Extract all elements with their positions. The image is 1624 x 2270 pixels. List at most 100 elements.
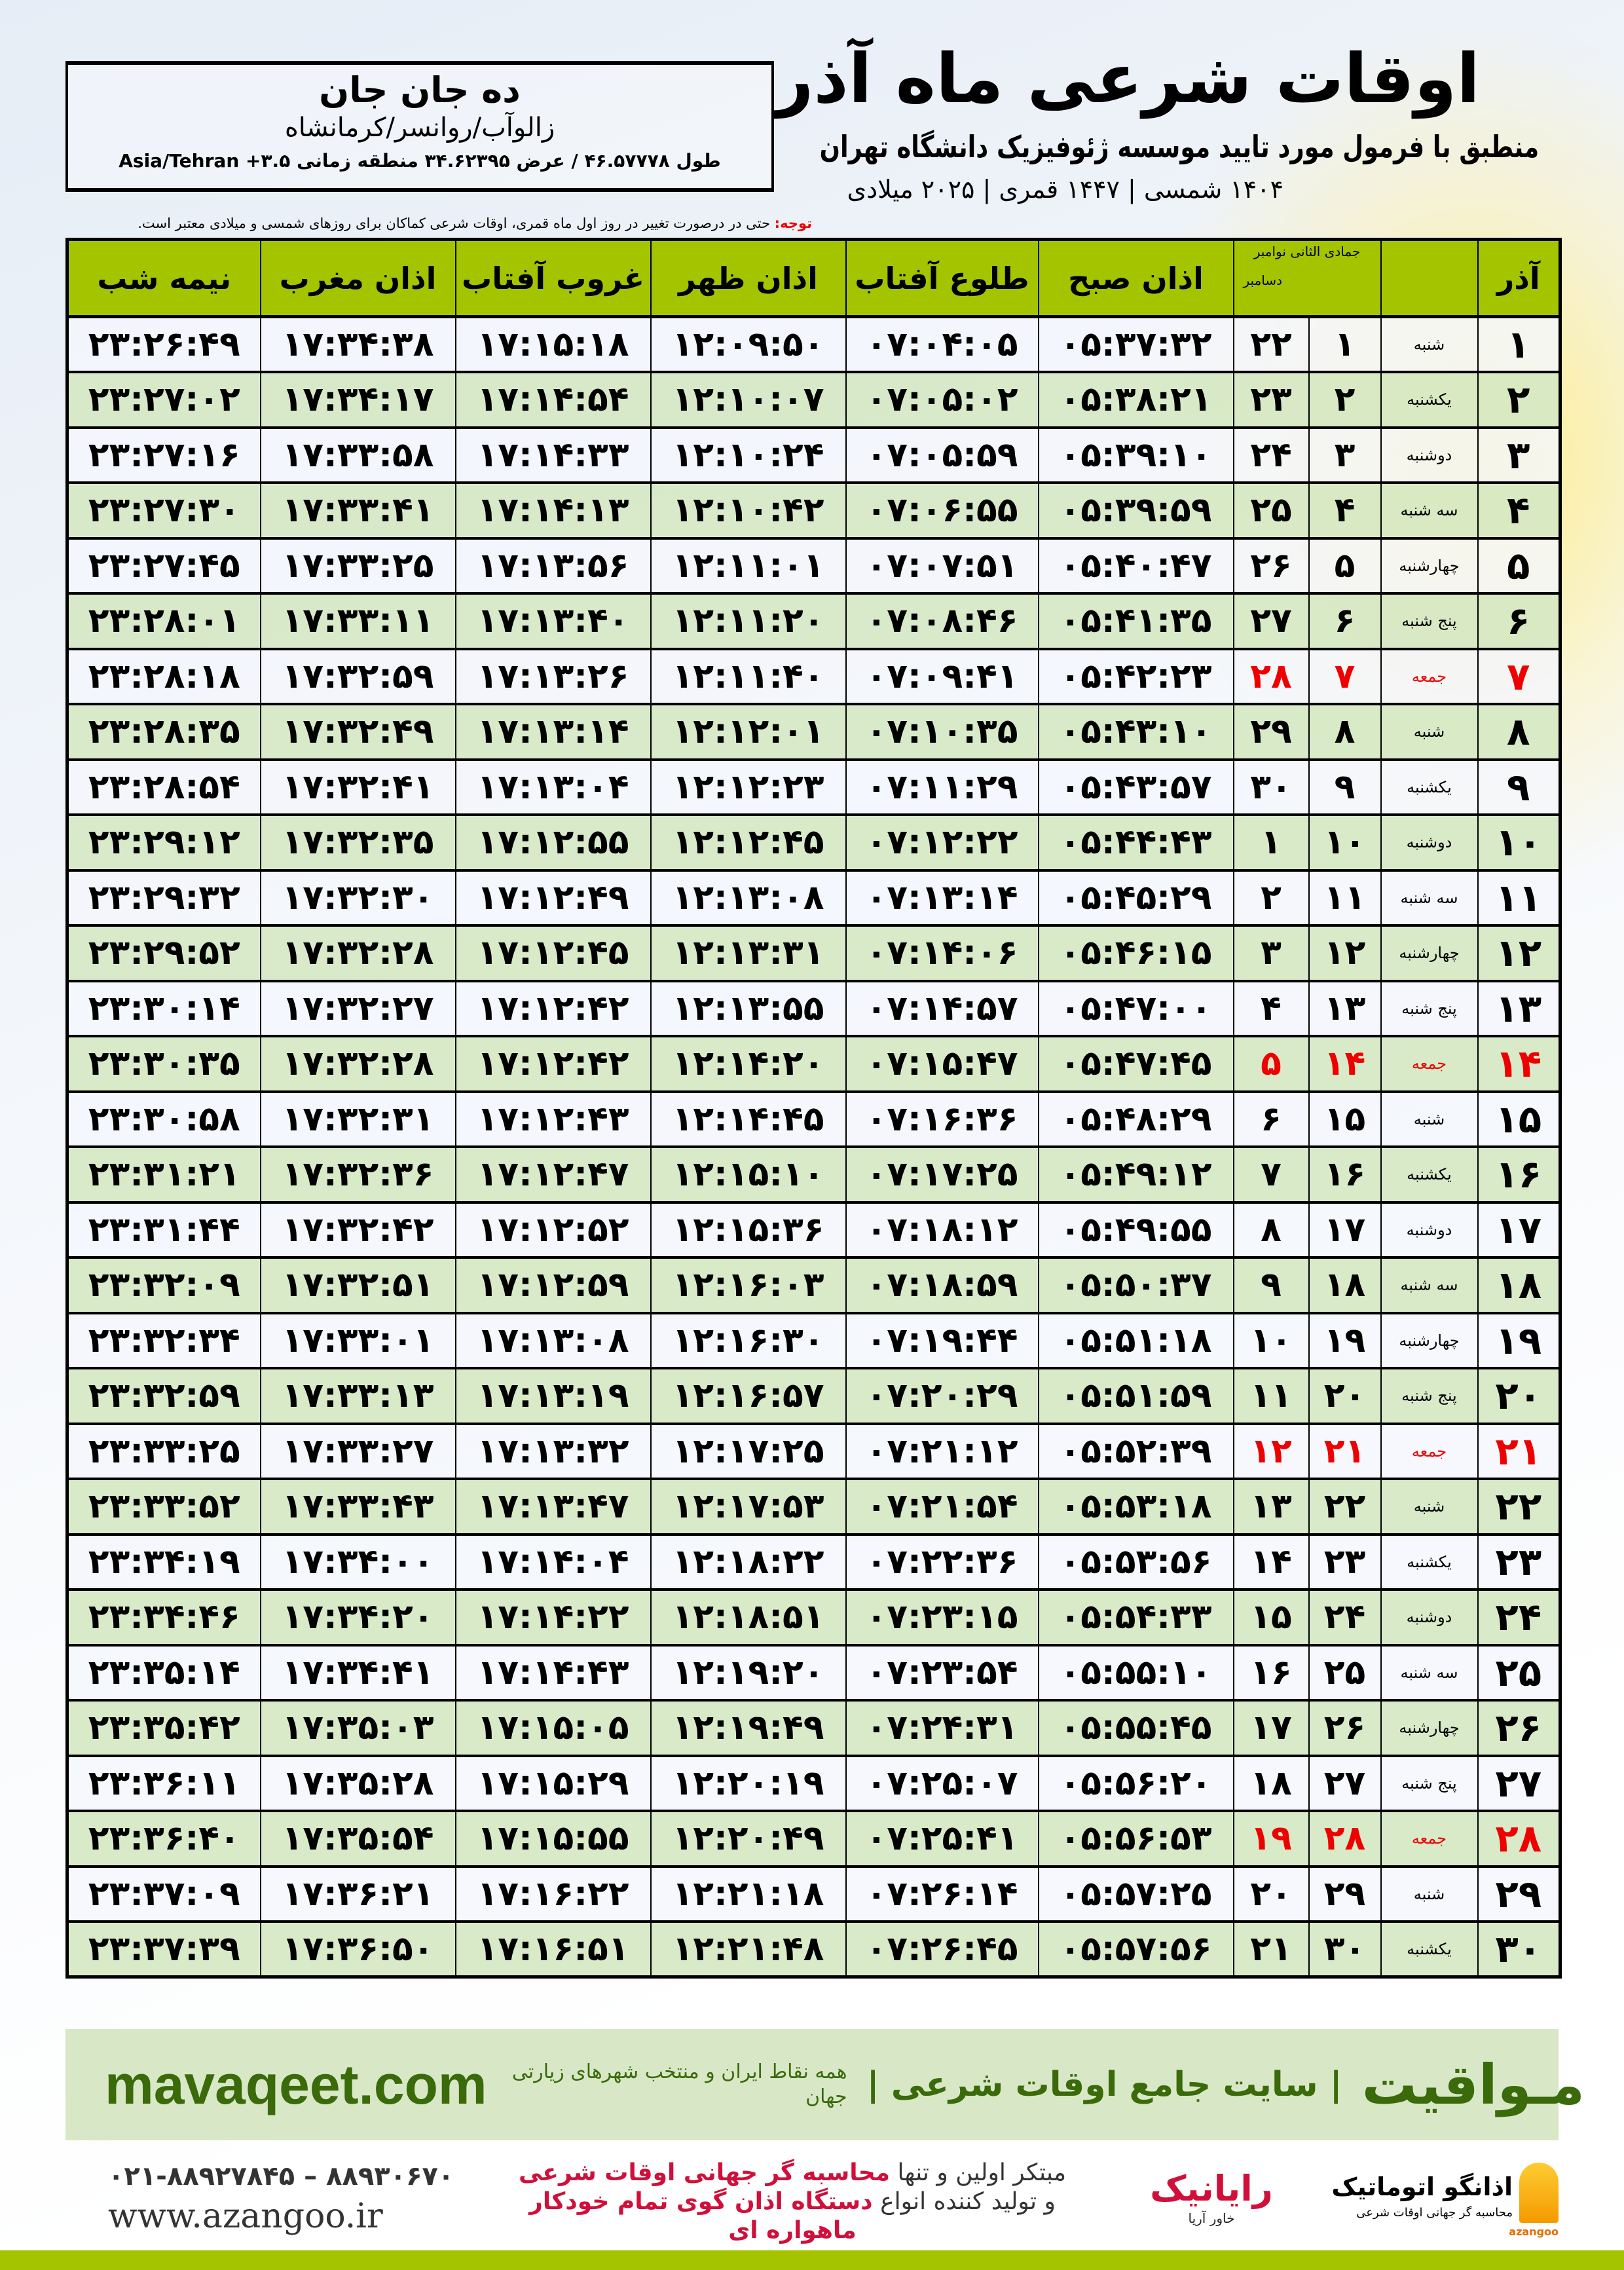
table-row: ۱۸ سه شنبه ۱۸ ۹ ۰۵:۵۰:۳۷ ۰۷:۱۸:۵۹ ۱۲:۱۶:۰۳ ۱۷:۱…: [66, 1257, 1561, 1314]
azar-day: ۲۲: [1477, 1478, 1561, 1536]
azar-day: ۲۰: [1477, 1368, 1561, 1425]
weekday: سه شنبه: [1380, 1257, 1479, 1314]
promo-line1-highlight: محاسبه گر جهانی اوقات شرعی: [518, 2159, 891, 2186]
table-row: ۷ جمعه ۷ ۲۸ ۰۵:۴۲:۲۳ ۰۷:۰۹:۴۱ ۱۲:۱۱:۴۰ ۱۷:۱۳:۲۶…: [66, 648, 1561, 705]
table-row: ۲ یکشنبه ۲ ۲۳ ۰۵:۳۸:۲۱ ۰۷:۰۵:۰۲ ۱۲:۱۰:۰۷ ۱۷:۱۴:…: [66, 371, 1561, 429]
maghreb-time: ۱۷:۳۴:۴۱: [259, 1644, 456, 1702]
tolu-time: ۰۷:۱۲:۲۲: [845, 814, 1039, 872]
sobh-time: ۰۵:۳۹:۵۹: [1037, 482, 1234, 540]
ghorub-time: ۱۷:۱۲:۴۵: [454, 925, 652, 982]
rayanik-logo: رایانیک خاور آریا: [1107, 2168, 1316, 2227]
zohr-time: ۱۲:۱۲:۴۵: [650, 814, 847, 872]
tolu-time: ۰۷:۲۵:۴۱: [845, 1810, 1039, 1868]
azar-day: ۲۷: [1477, 1755, 1561, 1812]
tolu-time: ۰۷:۲۶:۴۵: [845, 1921, 1039, 1979]
nimeshab-time: ۲۳:۳۳:۲۵: [66, 1423, 261, 1480]
azar-day: ۱۰: [1477, 814, 1561, 872]
sobh-time: ۰۵:۵۰:۳۷: [1037, 1257, 1234, 1314]
maghreb-time: ۱۷:۳۴:۳۸: [259, 316, 456, 373]
weekday: چهارشنبه: [1380, 1700, 1479, 1757]
maghreb-time: ۱۷:۳۳:۲۷: [259, 1423, 456, 1480]
december-day: ۲۴: [1232, 426, 1310, 484]
nimeshab-time: ۲۳:۳۰:۱۴: [66, 980, 261, 1037]
tolu-time: ۰۷:۲۳:۵۴: [845, 1644, 1039, 1702]
december-day: ۱۰: [1232, 1312, 1310, 1369]
azangoo-logo-text: اذانگو اتوماتیک: [1331, 2172, 1513, 2201]
header-weekday: [1380, 238, 1479, 318]
ghorub-time: ۱۷:۱۲:۴۲: [454, 980, 652, 1037]
tolu-time: ۰۷:۱۶:۳۶: [845, 1090, 1039, 1148]
weekday: یکشنبه: [1380, 758, 1479, 816]
weekday: یکشنبه: [1380, 1533, 1479, 1591]
sobh-time: ۰۵:۴۲:۲۳: [1037, 648, 1234, 705]
nimeshab-time: ۲۳:۳۵:۱۴: [66, 1644, 261, 1702]
december-day: ۷: [1232, 1146, 1310, 1204]
maghreb-time: ۱۷:۳۲:۲۸: [259, 1035, 456, 1093]
jumada-day: ۱۵: [1308, 1090, 1382, 1148]
tolu-time: ۰۷:۱۸:۵۹: [845, 1257, 1039, 1314]
table-row: ۱۷ دوشنبه ۱۷ ۸ ۰۵:۴۹:۵۵ ۰۷:۱۸:۱۲ ۱۲:۱۵:۳۶ ۱۷:۱۲…: [66, 1201, 1561, 1259]
azar-day: ۲۹: [1477, 1865, 1561, 1923]
sobh-time: ۰۵:۵۱:۱۸: [1037, 1312, 1234, 1369]
jumada-day: ۱۴: [1308, 1035, 1382, 1093]
nimeshab-time: ۲۳:۳۶:۱۱: [66, 1755, 261, 1812]
sobh-time: ۰۵:۵۵:۱۰: [1037, 1644, 1234, 1702]
zohr-time: ۱۲:۱۴:۴۵: [650, 1090, 847, 1148]
maghreb-time: ۱۷:۳۲:۳۵: [259, 814, 456, 872]
year-line: ۱۴۰۴ شمسی | ۱۴۴۷ قمری | ۲۰۲۵ میلادی: [847, 175, 1283, 204]
azar-day: ۲۴: [1477, 1589, 1561, 1647]
table-row: ۲۹ شنبه ۲۹ ۲۰ ۰۵:۵۷:۲۵ ۰۷:۲۶:۱۴ ۱۲:۲۱:۱۸ ۱۷:۱۶:…: [66, 1865, 1561, 1923]
mavaqeet-url[interactable]: mavaqeet.com: [105, 2053, 487, 2115]
rayanik-logo-sub: خاور آریا: [1188, 2210, 1235, 2226]
december-day: ۱۸: [1232, 1755, 1310, 1812]
header-zohr: اذان ظهر: [650, 238, 847, 318]
table-row: ۱۰ دوشنبه ۱۰ ۱ ۰۵:۴۴:۴۳ ۰۷:۱۲:۲۲ ۱۲:۱۲:۴۵ ۱۷:۱۲…: [66, 814, 1561, 872]
nimeshab-time: ۲۳:۳۲:۰۹: [66, 1257, 261, 1314]
zohr-time: ۱۲:۱۷:۲۵: [650, 1423, 847, 1480]
tolu-time: ۰۷:۰۷:۵۱: [845, 537, 1039, 595]
table-row: ۱ شنبه ۱ ۲۲ ۰۵:۳۷:۳۲ ۰۷:۰۴:۰۵ ۱۲:۰۹:۵۰ ۱۷:۱۵:۱۸…: [66, 316, 1561, 373]
table-row: ۱۱ سه شنبه ۱۱ ۲ ۰۵:۴۵:۲۹ ۰۷:۱۳:۱۴ ۱۲:۱۳:۰۸ ۱۷:۱…: [66, 869, 1561, 927]
jumada-day: ۸: [1308, 703, 1382, 761]
azar-day: ۴: [1477, 482, 1561, 540]
maghreb-time: ۱۷:۳۲:۴۱: [259, 758, 456, 816]
jumada-day: ۹: [1308, 758, 1382, 816]
table-row: ۱۲ چهارشنبه ۱۲ ۳ ۰۵:۴۶:۱۵ ۰۷:۱۴:۰۶ ۱۲:۱۳:۳۱ ۱۷:…: [66, 925, 1561, 982]
zohr-time: ۱۲:۱۹:۲۰: [650, 1644, 847, 1702]
tolu-time: ۰۷:۰۶:۵۵: [845, 482, 1039, 540]
zohr-time: ۱۲:۲۱:۴۸: [650, 1921, 847, 1979]
tolu-time: ۰۷:۲۱:۱۲: [845, 1423, 1039, 1480]
maghreb-time: ۱۷:۳۵:۰۳: [259, 1700, 456, 1757]
maghreb-time: ۱۷:۳۳:۱۱: [259, 593, 456, 650]
ghorub-time: ۱۷:۱۳:۱۹: [454, 1368, 652, 1425]
promo-line1: مبتکر اولین و تنها: [890, 2159, 1067, 2186]
december-day: ۶: [1232, 1090, 1310, 1148]
sobh-time: ۰۵:۵۶:۲۰: [1037, 1755, 1234, 1812]
jumada-day: ۱۲: [1308, 925, 1382, 982]
maghreb-time: ۱۷:۳۳:۰۱: [259, 1312, 456, 1369]
nimeshab-time: ۲۳:۲۸:۰۱: [66, 593, 261, 650]
azangoo-url[interactable]: www.azangoo.ir: [108, 2197, 383, 2236]
zohr-time: ۱۲:۱۰:۰۷: [650, 371, 847, 429]
sobh-time: ۰۵:۵۳:۱۸: [1037, 1478, 1234, 1536]
azar-day: ۱۸: [1477, 1257, 1561, 1314]
maghreb-time: ۱۷:۳۳:۴۱: [259, 482, 456, 540]
table-row: ۳ دوشنبه ۳ ۲۴ ۰۵:۳۹:۱۰ ۰۷:۰۵:۵۹ ۱۲:۱۰:۲۴ ۱۷:۱۴:…: [66, 426, 1561, 484]
zohr-time: ۱۲:۱۵:۳۶: [650, 1201, 847, 1259]
header-december: دسامبر: [1243, 272, 1283, 288]
ghorub-time: ۱۷:۱۴:۴۳: [454, 1644, 652, 1702]
tolu-time: ۰۷:۱۵:۴۷: [845, 1035, 1039, 1093]
table-row: ۵ چهارشنبه ۵ ۲۶ ۰۵:۴۰:۴۷ ۰۷:۰۷:۵۱ ۱۲:۱۱:۰۱ ۱۷:۱…: [66, 537, 1561, 595]
page-subtitle: منطبق با فرمول مورد تایید موسسه ژئوفیزیک…: [819, 129, 1539, 164]
zohr-time: ۱۲:۱۰:۲۴: [650, 426, 847, 484]
nimeshab-time: ۲۳:۳۷:۰۹: [66, 1865, 261, 1923]
zohr-time: ۱۲:۱۱:۰۱: [650, 537, 847, 595]
jumada-day: ۱۹: [1308, 1312, 1382, 1369]
maghreb-time: ۱۷:۳۲:۲۸: [259, 925, 456, 982]
sobh-time: ۰۵:۴۳:۵۷: [1037, 758, 1234, 816]
ghorub-time: ۱۷:۱۲:۴۲: [454, 1035, 652, 1093]
weekday: دوشنبه: [1380, 426, 1479, 484]
jumada-day: ۲۵: [1308, 1644, 1382, 1702]
weekday: جمعه: [1380, 1810, 1479, 1868]
maghreb-time: ۱۷:۳۲:۴۹: [259, 703, 456, 761]
